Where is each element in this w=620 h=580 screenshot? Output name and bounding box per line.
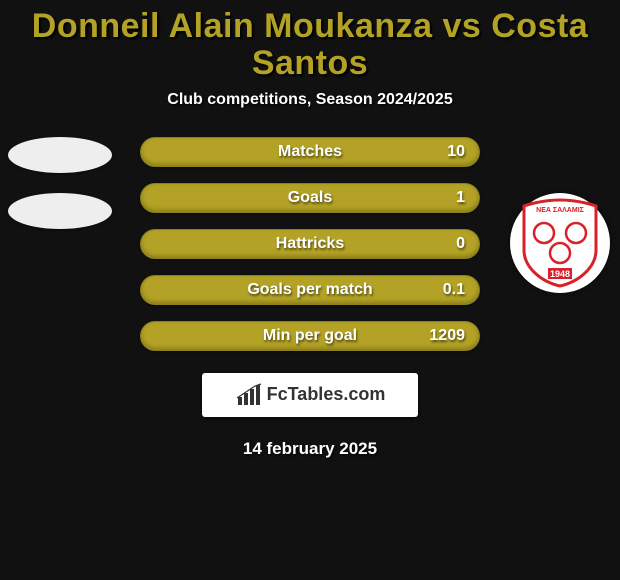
date-label: 14 february 2025 — [0, 439, 620, 459]
placeholder-ellipse-icon — [8, 193, 112, 229]
team-right-badge: ΝΕΑ ΣΑΛΑΜΙΣ 1948 — [510, 193, 610, 293]
stat-label: Matches — [141, 143, 479, 161]
stat-label: Goals per match — [141, 281, 479, 299]
svg-text:1948: 1948 — [550, 269, 570, 279]
stat-bar: Hattricks 0 — [140, 229, 480, 259]
stat-bar: Goals 1 — [140, 183, 480, 213]
nea-salamis-crest-icon: ΝΕΑ ΣΑΛΑΜΙΣ 1948 — [520, 198, 600, 288]
stat-bar: Matches 10 — [140, 137, 480, 167]
team-left-badge — [10, 137, 110, 229]
stat-bar: Goals per match 0.1 — [140, 275, 480, 305]
page-title: Donneil Alain Moukanza vs Costa Santos — [0, 4, 620, 91]
stat-right-value: 1209 — [429, 327, 465, 345]
stat-label: Hattricks — [141, 235, 479, 253]
stat-label: Goals — [141, 189, 479, 207]
stat-right-value: 0 — [456, 235, 465, 253]
placeholder-ellipse-icon — [8, 137, 112, 173]
stats-card: Donneil Alain Moukanza vs Costa Santos C… — [0, 0, 620, 580]
stat-right-value: 0.1 — [443, 281, 465, 299]
stat-right-value: 10 — [447, 143, 465, 161]
subtitle: Club competitions, Season 2024/2025 — [0, 91, 620, 109]
stat-right-value: 1 — [456, 189, 465, 207]
svg-text:ΝΕΑ ΣΑΛΑΜΙΣ: ΝΕΑ ΣΑΛΑΜΙΣ — [536, 207, 584, 214]
source-logo: FcTables.com — [202, 373, 418, 417]
bar-chart-icon — [235, 383, 263, 407]
stat-bar: Min per goal 1209 — [140, 321, 480, 351]
stat-bars: Matches 10 Goals 1 Hattricks 0 Goals per… — [140, 137, 480, 351]
stat-label: Min per goal — [141, 327, 479, 345]
source-logo-text: FcTables.com — [267, 384, 386, 405]
comparison-area: ΝΕΑ ΣΑΛΑΜΙΣ 1948 Matches 10 Goals 1 Hatt… — [0, 137, 620, 459]
